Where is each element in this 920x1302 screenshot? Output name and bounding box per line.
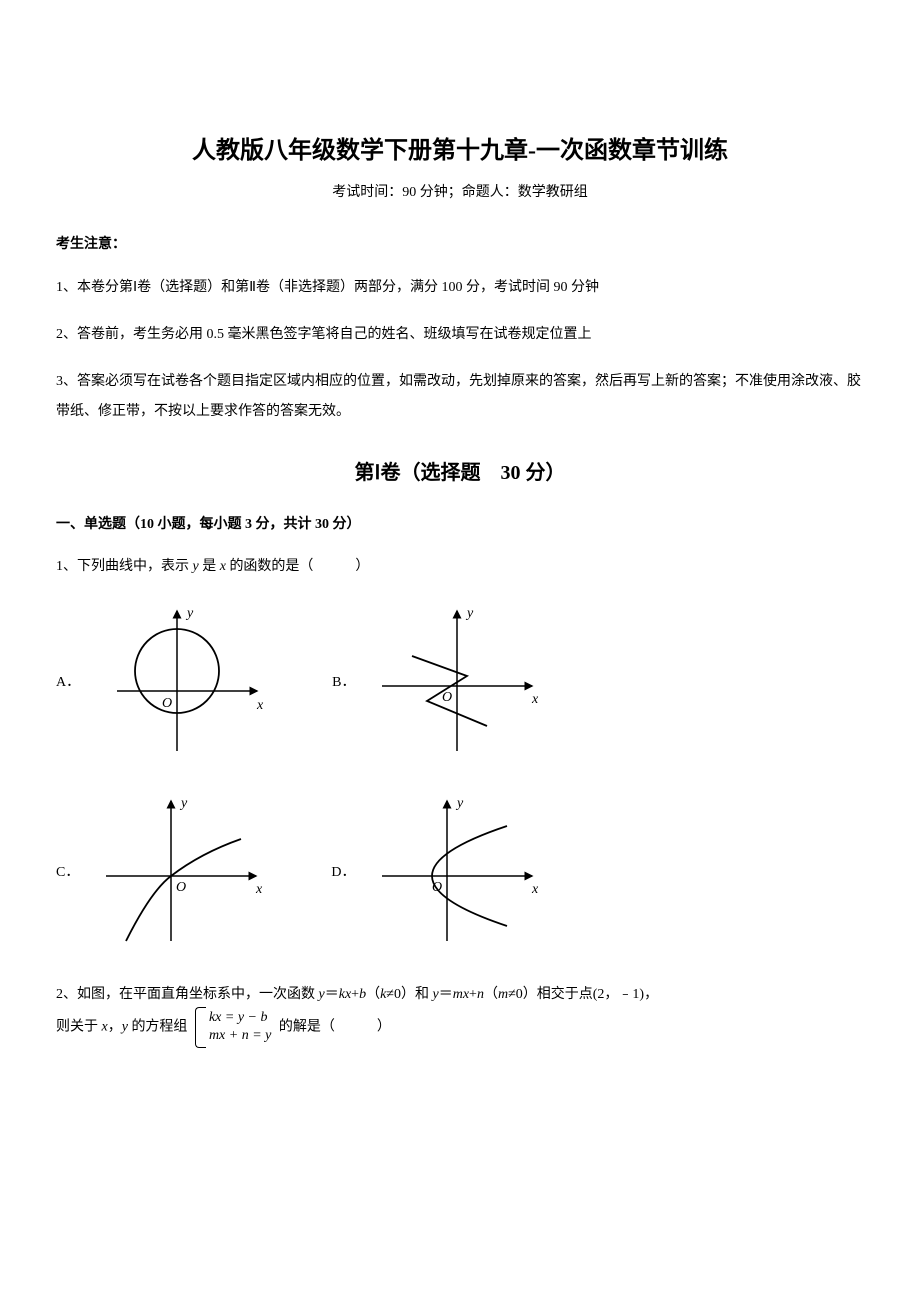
q1-mid1: 是: [199, 559, 220, 574]
equation-line-2: mx + n = y: [209, 1027, 271, 1045]
q1-graph-b: x y O: [367, 601, 547, 761]
section-one-heading: 一、单选题（10 小题，每小题 3 分，共计 30 分）: [56, 513, 864, 533]
svg-text:O: O: [162, 696, 172, 711]
document-subtitle: 考试时间：90 分钟；命题人：数学教研组: [56, 181, 864, 201]
document-title: 人教版八年级数学下册第十九章-一次函数章节训练: [56, 130, 864, 165]
q1-option-b-label: B．: [332, 671, 355, 691]
question-1: 1、下列曲线中，表示 y 是 x 的函数的是（ ）: [56, 553, 864, 581]
q1-option-c: C． x y O: [56, 791, 271, 951]
q2-plus1: +: [351, 987, 359, 1002]
q1-option-d: D． x y O: [331, 791, 547, 951]
instruction-1: 1、本卷分第Ⅰ卷（选择题）和第Ⅱ卷（非选择题）两部分，满分 100 分，考试时间…: [56, 273, 864, 304]
svg-text:x: x: [531, 882, 539, 897]
q2-line2-suffix: 的解是（ ）: [279, 1020, 391, 1035]
q2-b1: b: [359, 987, 366, 1002]
q2-m2: m: [498, 987, 508, 1002]
q2-comma: ，: [108, 1020, 122, 1035]
part-one-title: 第Ⅰ卷（选择题 30 分）: [56, 456, 864, 485]
instruction-2: 2、答卷前，考生务必用 0.5 毫米黑色签字笔将自己的姓名、班级填写在试卷规定位…: [56, 320, 864, 351]
svg-text:x: x: [255, 882, 263, 897]
svg-text:x: x: [256, 698, 264, 713]
q1-option-b: B． x y O: [332, 601, 547, 761]
q1-option-c-label: C．: [56, 861, 79, 881]
q2-neq1: ≠0）和: [386, 987, 432, 1002]
q1-suffix: 的函数的是（ ）: [226, 559, 370, 574]
q2-line2-mid: 的方程组: [128, 1020, 188, 1035]
q1-prefix: 1、下列曲线中，表示: [56, 559, 193, 574]
q2-eq2: ＝: [439, 987, 453, 1002]
svg-text:y: y: [185, 606, 194, 621]
q1-graph-c: x y O: [91, 791, 271, 951]
instruction-3: 3、答案必须写在试卷各个题目指定区域内相应的位置，如需改动，先划掉原来的答案，然…: [56, 367, 864, 429]
question-2: 2、如图，在平面直角坐标系中，一次函数 y＝kx+b（k≠0）和 y＝mx+n（…: [56, 981, 864, 1045]
q1-graph-a: x y O: [92, 601, 272, 761]
svg-text:O: O: [176, 880, 186, 895]
svg-text:O: O: [432, 880, 442, 895]
q1-option-a: A． x y O: [56, 601, 272, 761]
q2-paren1: （: [366, 987, 380, 1002]
equation-system: kx = y − b mx + n = y: [195, 1009, 271, 1045]
q2-neq2: ≠0）相交于点(2，﹣1)，: [508, 987, 658, 1002]
q2-plus2: +: [469, 987, 477, 1002]
svg-text:O: O: [442, 690, 452, 705]
q2-n1: n: [477, 987, 484, 1002]
q2-paren2: （: [484, 987, 498, 1002]
q1-option-d-label: D．: [331, 861, 355, 881]
svg-text:y: y: [465, 606, 474, 621]
q2-prefix: 2、如图，在平面直角坐标系中，一次函数: [56, 987, 319, 1002]
notice-label: 考生注意：: [56, 233, 864, 253]
svg-text:y: y: [179, 796, 188, 811]
q1-option-a-label: A．: [56, 671, 80, 691]
equation-line-1: kx = y − b: [209, 1009, 271, 1027]
q2-m1: m: [453, 987, 463, 1002]
q1-graph-d: x y O: [367, 791, 547, 951]
svg-text:y: y: [455, 796, 464, 811]
q2-line2-prefix: 则关于: [56, 1020, 102, 1035]
q1-options-row-2: C． x y O D． x y: [56, 791, 864, 951]
q2-eq1: ＝: [325, 987, 339, 1002]
q1-options-row-1: A． x y O B． x y: [56, 601, 864, 761]
svg-text:x: x: [531, 692, 539, 707]
